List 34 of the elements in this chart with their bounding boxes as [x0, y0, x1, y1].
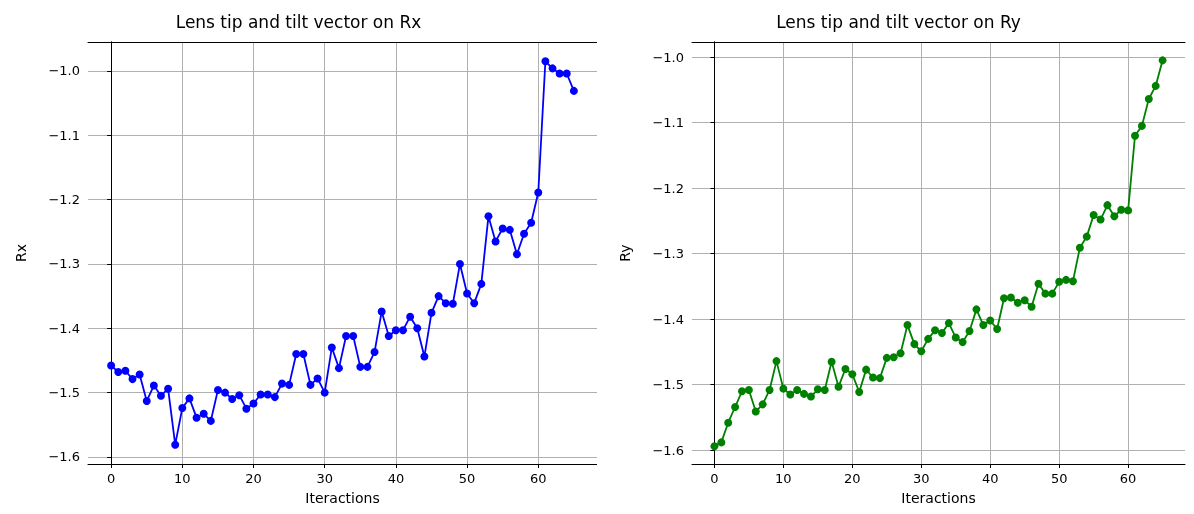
x-tick-label: 40 [981, 471, 999, 486]
y-tick-label: −1.4 [48, 320, 80, 336]
x-tick-label: 50 [1050, 471, 1068, 486]
x-tick-label: 30 [316, 471, 333, 486]
y-tick-label: −1.6 [48, 449, 80, 465]
y-tick-label: −1.1 [48, 127, 80, 143]
y-tick-label: −1.2 [48, 192, 80, 208]
x-axis-title: Iteractions [901, 490, 976, 506]
y-tick-label: −1.1 [652, 115, 684, 131]
x-tick-label: 0 [710, 471, 719, 486]
y-tick-label: −1.0 [652, 49, 684, 65]
x-tick-label: 30 [912, 471, 930, 486]
x-tick-label: 0 [107, 471, 116, 486]
x-tick-label: 10 [174, 471, 191, 486]
chart-title: Lens tip and tilt vector on Ry [776, 11, 1021, 32]
y-tick-label: −1.5 [48, 385, 80, 401]
x-axis-title: Iteractions [305, 490, 380, 506]
x-tick-label: 50 [458, 471, 476, 486]
y-tick-label: −1.0 [48, 63, 80, 79]
y-tick-label: −1.3 [48, 256, 80, 272]
y-axis-title: Rx [13, 243, 29, 263]
y-tick-label: −1.3 [652, 246, 684, 262]
x-tick-label: 10 [775, 471, 792, 486]
y-tick-label: −1.6 [652, 442, 684, 458]
y-tick-label: −1.5 [652, 377, 684, 393]
y-tick-label: −1.4 [652, 311, 684, 327]
x-tick-label: 60 [530, 471, 547, 486]
x-tick-label: 20 [245, 471, 262, 486]
chart-title: Lens tip and tilt vector on Rx [175, 11, 422, 32]
y-tick-label: −1.2 [652, 180, 684, 196]
x-tick-label: 60 [1119, 471, 1137, 486]
x-tick-label: 20 [844, 471, 861, 486]
y-axis-title: Ry [617, 244, 633, 262]
x-tick-label: 40 [387, 471, 405, 486]
